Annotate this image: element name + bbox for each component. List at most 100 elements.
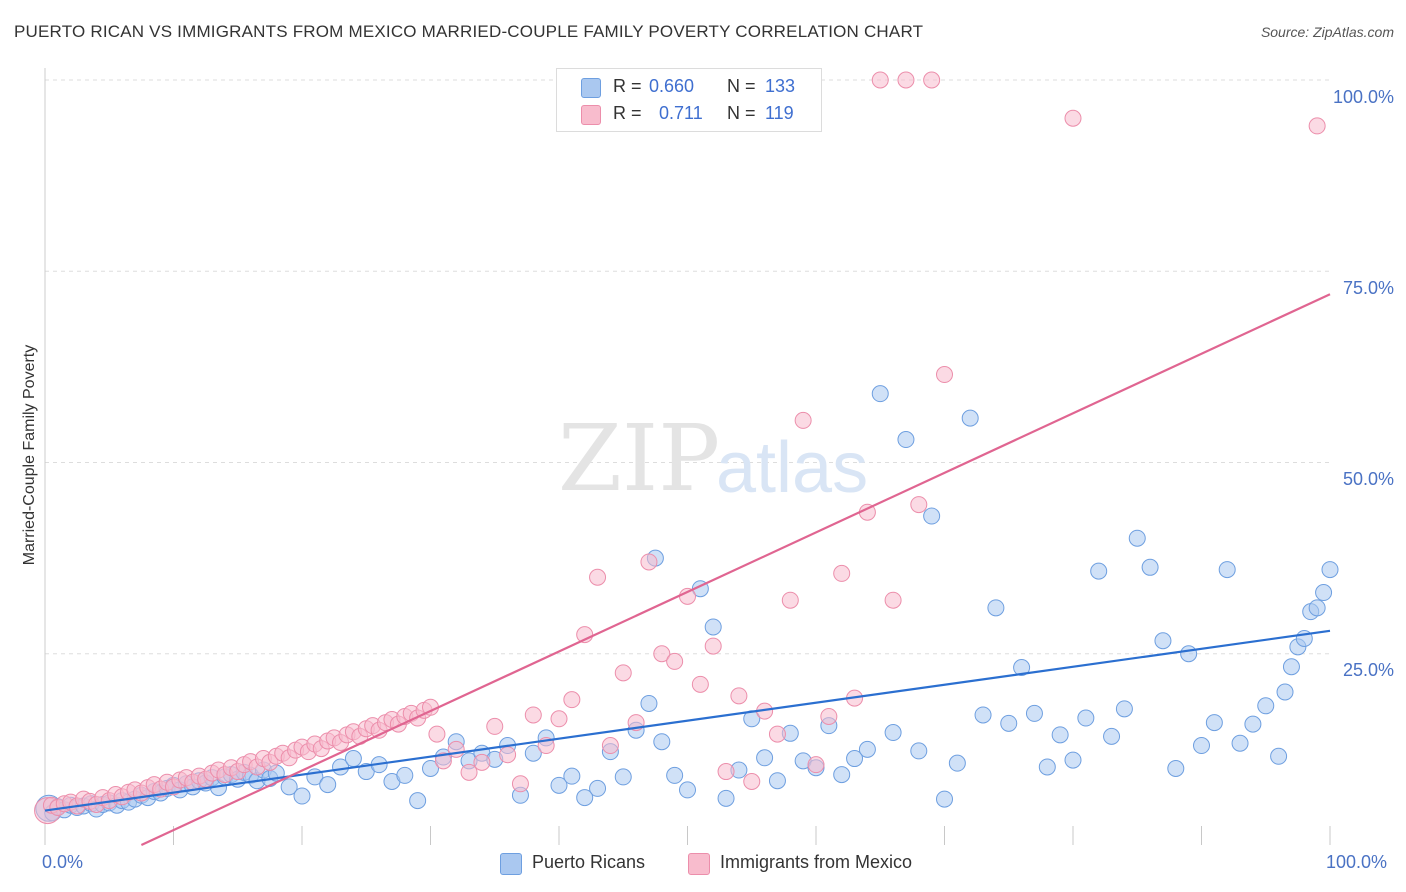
data-point xyxy=(1315,584,1333,602)
data-point xyxy=(511,775,529,793)
data-point xyxy=(550,710,568,728)
data-point xyxy=(550,776,568,794)
data-point xyxy=(614,664,632,682)
data-point xyxy=(948,754,966,772)
data-point xyxy=(524,706,542,724)
data-point xyxy=(1103,727,1121,745)
y-tick-label: 50.0% xyxy=(1342,469,1394,489)
data-point xyxy=(1154,632,1172,650)
data-point xyxy=(871,71,889,89)
watermark-atlas: atlas xyxy=(716,428,868,508)
data-point xyxy=(524,744,542,762)
data-point xyxy=(936,366,953,384)
data-point xyxy=(820,707,838,725)
trend-line xyxy=(140,293,1331,846)
data-point xyxy=(1051,726,1069,744)
data-point xyxy=(768,725,786,743)
data-point xyxy=(871,385,889,403)
data-point xyxy=(409,792,427,810)
data-point xyxy=(293,787,311,805)
data-point xyxy=(717,763,735,781)
data-point xyxy=(422,760,439,777)
data-point xyxy=(447,740,465,758)
data-point xyxy=(936,790,953,808)
stats-legend: R = 0.660 N = 133 R = 0.711 N = 119 xyxy=(556,68,822,132)
data-point xyxy=(1038,758,1056,776)
data-point xyxy=(1064,751,1082,769)
data-point xyxy=(1231,734,1249,752)
trend-lines xyxy=(44,293,1331,846)
data-point xyxy=(666,766,684,784)
data-point xyxy=(730,687,748,705)
legend-swatch-blue xyxy=(581,78,601,98)
data-point xyxy=(717,789,735,807)
data-point xyxy=(910,742,928,760)
x-tick-label: 0.0% xyxy=(42,852,84,872)
data-point xyxy=(1218,561,1236,579)
data-point xyxy=(640,553,658,571)
data-point xyxy=(1276,683,1294,701)
data-point xyxy=(884,591,902,609)
data-point xyxy=(1000,714,1018,732)
legend-r-value: 0.660 xyxy=(649,76,695,96)
data-point xyxy=(1257,697,1275,715)
data-point xyxy=(1321,561,1339,579)
watermark-zip: ZIP xyxy=(558,405,720,512)
data-point xyxy=(897,71,915,89)
x-tick-label: 100.0% xyxy=(1326,852,1388,872)
data-point xyxy=(640,694,658,712)
data-point xyxy=(987,599,1005,617)
data-point xyxy=(704,618,722,636)
data-point xyxy=(1025,704,1043,722)
data-point xyxy=(1244,715,1262,733)
data-point xyxy=(1090,562,1108,580)
data-point xyxy=(428,725,446,743)
data-point xyxy=(1270,747,1288,765)
data-point xyxy=(794,411,812,429)
data-point xyxy=(460,763,478,781)
legend-n-value: 133 xyxy=(765,76,796,96)
data-point xyxy=(486,717,504,735)
data-point xyxy=(1308,599,1326,617)
legend-r-label: R = xyxy=(613,103,642,123)
data-point xyxy=(1064,109,1082,127)
bottom-legend-swatch-blue xyxy=(500,853,522,875)
data-point xyxy=(1167,760,1185,777)
legend-swatch-pink xyxy=(581,105,601,125)
chart-title: PUERTO RICAN VS IMMIGRANTS FROM MEXICO M… xyxy=(14,22,924,41)
data-point xyxy=(679,781,696,799)
bottom-legend-label: Immigrants from Mexico xyxy=(720,852,913,872)
bottom-legend-swatch-pink xyxy=(688,853,710,875)
data-point xyxy=(499,746,517,764)
data-point xyxy=(473,753,491,771)
data-point xyxy=(280,778,298,796)
y-tick-label: 25.0% xyxy=(1342,660,1394,680)
data-point xyxy=(1308,117,1326,135)
legend-n-value: 119 xyxy=(765,103,794,123)
data-point xyxy=(1115,700,1133,718)
data-point xyxy=(1128,529,1146,547)
data-point xyxy=(807,756,825,774)
legend-r-label: R = xyxy=(613,76,642,96)
data-point xyxy=(434,752,452,770)
legend-r-value: 0.711 xyxy=(659,103,703,123)
data-point xyxy=(897,431,915,449)
data-point xyxy=(1193,737,1210,755)
trend-line xyxy=(44,629,1331,812)
data-point xyxy=(653,645,671,663)
data-point xyxy=(589,779,607,797)
data-point xyxy=(781,591,799,609)
data-point xyxy=(344,750,362,768)
data-point xyxy=(653,733,671,751)
data-point xyxy=(923,71,941,89)
y-tick-label: 75.0% xyxy=(1342,278,1394,298)
data-point xyxy=(846,750,864,768)
legend-n-label: N = xyxy=(727,76,756,96)
data-point xyxy=(961,409,979,427)
series-immigrants-mexico-points xyxy=(34,71,1326,825)
data-point xyxy=(1141,558,1159,576)
legend-n-label: N = xyxy=(727,103,756,123)
data-point xyxy=(923,507,941,525)
data-point xyxy=(601,737,619,755)
